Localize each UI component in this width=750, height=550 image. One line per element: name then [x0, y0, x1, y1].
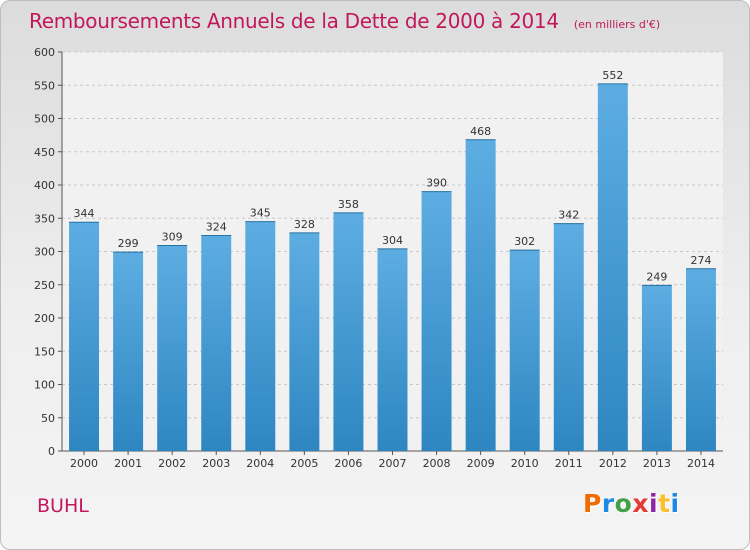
x-tick-label: 2007 [379, 457, 407, 470]
y-tick-label: 150 [34, 345, 55, 358]
data-label: 468 [470, 125, 491, 138]
x-tick-label: 2013 [643, 457, 671, 470]
data-label: 358 [338, 198, 359, 211]
bar [201, 235, 232, 451]
bar [465, 139, 496, 451]
data-label: 299 [118, 237, 139, 250]
y-tick-label: 500 [34, 113, 55, 126]
x-tick-label: 2005 [290, 457, 318, 470]
bar [509, 250, 540, 451]
data-label: 304 [382, 234, 403, 247]
logo-letter: i [649, 489, 659, 518]
y-tick-label: 200 [34, 312, 55, 325]
y-tick-label: 50 [41, 412, 55, 425]
x-tick-label: 2011 [555, 457, 583, 470]
x-tick-label: 2001 [114, 457, 142, 470]
bar [157, 245, 188, 451]
logo-letter: P [583, 489, 602, 518]
proxiti-logo: Proxiti [583, 489, 680, 518]
x-tick-label: 2000 [70, 457, 98, 470]
bar [685, 268, 716, 451]
y-tick-label: 300 [34, 246, 55, 259]
x-tick-label: 2003 [202, 457, 230, 470]
bar [421, 191, 452, 451]
logo-letter: o [614, 489, 633, 518]
logo-letter: i [670, 489, 680, 518]
bar [245, 221, 276, 451]
bar [113, 252, 144, 451]
bar [69, 222, 100, 451]
x-tick-label: 2006 [334, 457, 362, 470]
data-label: 344 [74, 207, 95, 220]
logo-letter: t [658, 489, 671, 518]
logo-letter: x [632, 489, 649, 518]
commune-name: BUHL [37, 495, 89, 517]
y-tick-label: 400 [34, 179, 55, 192]
data-label: 328 [294, 218, 315, 231]
data-label: 302 [514, 235, 535, 248]
chart-unit: (en milliers d'€) [573, 18, 661, 31]
data-label: 324 [206, 221, 227, 234]
data-label: 309 [162, 231, 183, 244]
x-tick-label: 2009 [467, 457, 495, 470]
y-tick-label: 250 [34, 279, 55, 292]
chart-title: Remboursements Annuels de la Dette de 20… [29, 9, 559, 33]
y-tick-label: 350 [34, 212, 55, 225]
data-label: 342 [558, 209, 579, 222]
y-tick-label: 550 [34, 79, 55, 92]
bar [641, 285, 672, 451]
data-label: 249 [646, 270, 667, 283]
title-row: Remboursements Annuels de la Dette de 20… [29, 9, 660, 33]
logo-letter: r [601, 489, 615, 518]
bar [377, 248, 408, 451]
x-tick-label: 2014 [687, 457, 715, 470]
data-label: 274 [690, 254, 711, 267]
y-tick-label: 0 [48, 445, 55, 458]
x-tick-label: 2004 [246, 457, 274, 470]
data-label: 390 [426, 177, 447, 190]
x-tick-label: 2010 [511, 457, 539, 470]
y-tick-label: 450 [34, 146, 55, 159]
bar [553, 223, 584, 451]
y-tick-label: 600 [34, 46, 55, 59]
x-tick-label: 2012 [599, 457, 627, 470]
x-tick-label: 2008 [423, 457, 451, 470]
y-tick-label: 100 [34, 379, 55, 392]
bar [289, 232, 320, 451]
data-label: 345 [250, 207, 271, 220]
x-tick-label: 2002 [158, 457, 186, 470]
data-label: 552 [602, 69, 623, 82]
bar [333, 212, 364, 451]
bar [597, 83, 628, 452]
